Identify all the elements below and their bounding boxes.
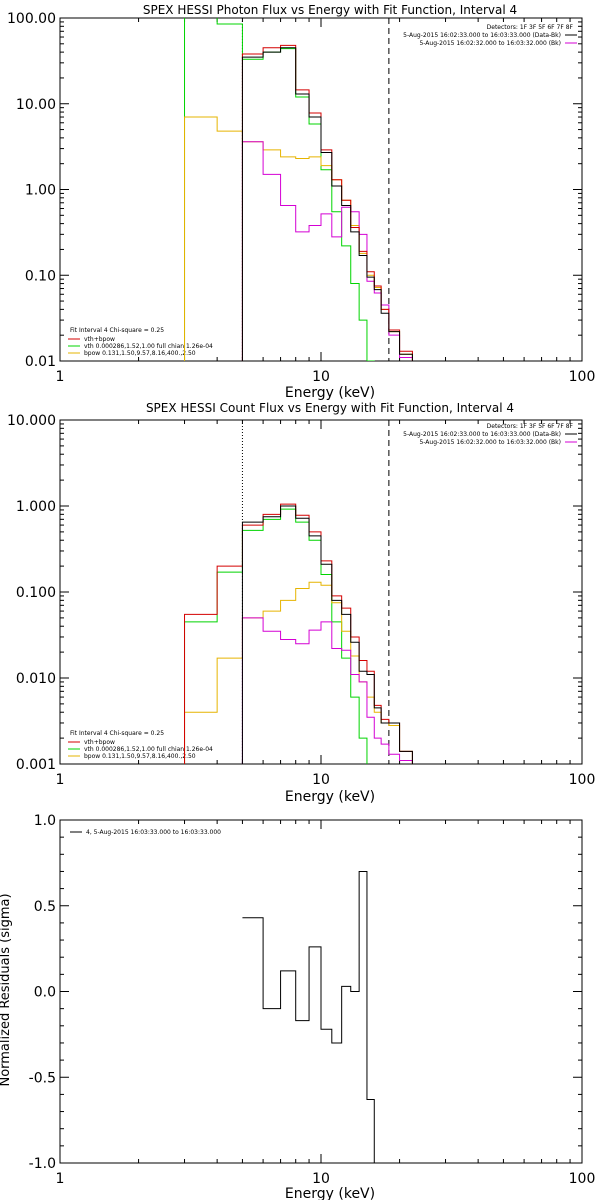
photon-bkg-series <box>241 141 413 361</box>
photon-y-tick-label: 0.01 <box>25 354 56 370</box>
count-legend-top: 5-Aug-2015 16:02:33.000 to 16:03:33.000 … <box>403 431 577 446</box>
photon-vth-series <box>184 18 375 361</box>
residuals-y-tick-label: 1.0 <box>34 813 56 829</box>
count-series-layer <box>184 503 413 764</box>
count-legend-data-text: 5-Aug-2015 16:02:33.000 to 16:03:33.000 … <box>403 431 561 438</box>
count-y-tick-label: 0.001 <box>16 757 56 773</box>
residuals-y-tick-label: 0.5 <box>34 899 56 915</box>
count-y-tick-label: 0.010 <box>16 671 56 687</box>
photon-y-tick-label: 0.10 <box>25 268 56 284</box>
photon-x-tick-label: 100 <box>569 369 596 385</box>
photon-data-series <box>241 47 413 361</box>
photon-fit-interval-text: Fit Interval 4 Chi-square = 0.25 <box>70 327 164 334</box>
photon-y-tick-label: 100.00 <box>7 11 56 27</box>
photon-legend-top: 5-Aug-2015 16:02:33.000 to 16:03:33.000 … <box>403 32 577 47</box>
residuals-legend: 4, 5-Aug-2015 16:03:33.000 to 16:03:33.0… <box>70 829 221 836</box>
photon-legend-data-text: 5-Aug-2015 16:02:33.000 to 16:03:33.000 … <box>403 32 561 39</box>
photon-legend-vth-text: vth 0.000286,1.52,1.00 full chian 1.26e-… <box>84 343 213 350</box>
count-legend-bk-text: 5-Aug-2015 16:02:32.000 to 16:03:32.000 … <box>419 439 561 446</box>
photon-x-tick-label: 10 <box>312 369 330 385</box>
residuals-x-tick-label: 1 <box>56 1171 65 1187</box>
residuals-series-layer <box>242 870 390 1163</box>
count-legend-vth-text: vth 0.000286,1.52,1.00 full chian 1.26e-… <box>84 746 213 753</box>
count-legend-bpow-text: bpow 0.131,1.50,9.57,8.16,400.,2.50 <box>84 753 196 760</box>
residuals-x-tick-label: 100 <box>569 1171 596 1187</box>
residuals-y-tick-label: -1.0 <box>29 1156 56 1172</box>
photon-flux-title: SPEX HESSI Photon Flux vs Energy with Fi… <box>143 3 517 17</box>
photon-legend-bk-text: 5-Aug-2015 16:02:32.000 to 16:03:32.000 … <box>419 40 561 47</box>
count-flux-title: SPEX HESSI Count Flux vs Energy with Fit… <box>146 401 514 415</box>
count-x-tick-label: 100 <box>569 772 596 788</box>
residuals-data-series <box>242 870 390 1163</box>
count-total-fit-series <box>184 503 413 764</box>
count-x-tick-label: 1 <box>56 772 65 788</box>
photon-legend-total-text: vth+bpow <box>84 336 115 343</box>
residuals-y-tick-label: -0.5 <box>29 1070 56 1086</box>
photon-flux-panel: SPEX HESSI Photon Flux vs Energy with Fi… <box>7 3 596 401</box>
photon-total-fit-series <box>241 44 413 361</box>
residuals-y-tick-label: 0.0 <box>34 985 56 1001</box>
photon-x-tick-label: 1 <box>56 369 65 385</box>
count-bkg-series <box>241 617 413 764</box>
residuals-legend-text: 4, 5-Aug-2015 16:03:33.000 to 16:03:33.0… <box>86 829 221 836</box>
count-data-series <box>241 505 413 764</box>
photon-legend-bpow-text: bpow 0.131,1.50,9.57,8.16,400.,2.50 <box>84 350 196 357</box>
count-y-tick-label: 0.100 <box>16 585 56 601</box>
count-flux-panel: SPEX HESSI Count Flux vs Energy with Fit… <box>7 401 596 805</box>
count-legend-bottom: Fit Interval 4 Chi-square = 0.25 vth+bpo… <box>68 730 213 760</box>
photon-legend-bottom: Fit Interval 4 Chi-square = 0.25 vth+bpo… <box>68 327 213 357</box>
residuals-xlabel: Energy (keV) <box>285 1186 375 1200</box>
count-fit-interval-text: Fit Interval 4 Chi-square = 0.25 <box>70 730 164 737</box>
count-flux-xlabel: Energy (keV) <box>285 789 375 805</box>
count-y-tick-label: 1.000 <box>16 499 56 515</box>
residuals-ylabel: Normalized Residuals (sigma) <box>0 893 13 1086</box>
count-x-tick-label: 10 <box>312 772 330 788</box>
count-legend-total-text: vth+bpow <box>84 739 115 746</box>
photon-y-tick-label: 10.00 <box>16 97 56 113</box>
residuals-x-tick-label: 10 <box>312 1171 330 1187</box>
count-y-tick-label: 10.000 <box>7 413 56 429</box>
photon-flux-xlabel: Energy (keV) <box>285 385 375 401</box>
photon-y-tick-label: 1.00 <box>25 183 56 199</box>
count-detectors-label: Detectors: 1F 3F 5F 6F 7F 8F <box>487 423 574 430</box>
photon-detectors-label: Detectors: 1F 3F 5F 6F 7F 8F <box>487 24 574 31</box>
residuals-panel: Energy (keV) Normalized Residuals (sigma… <box>0 813 595 1200</box>
photon-series-layer <box>184 18 413 361</box>
